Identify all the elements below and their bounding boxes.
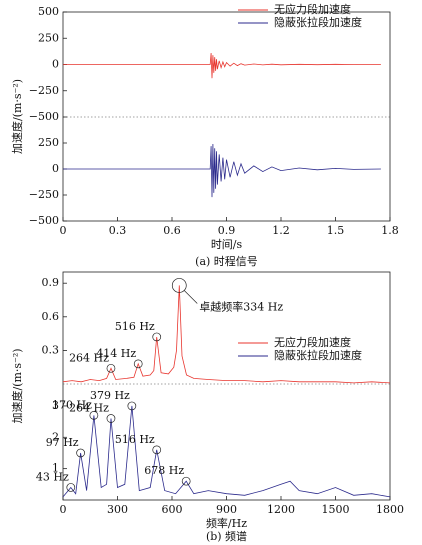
- series-line: [62, 405, 391, 498]
- peak-marker: [106, 363, 116, 373]
- x-tick-label: 900: [216, 503, 237, 516]
- x-tick-label: 1.2: [272, 224, 290, 237]
- x-tick-label: 0.9: [218, 224, 236, 237]
- y-tick-label: 250: [38, 31, 59, 44]
- x-axis-label: 频率/Hz: [206, 516, 247, 530]
- annotation: 170 Hz: [52, 398, 92, 411]
- series-line: [63, 52, 381, 79]
- caption: (a) 时程信号: [195, 255, 258, 268]
- annotation-arrow: [184, 290, 198, 304]
- peak-marker: [76, 448, 85, 458]
- annotation: 678 Hz: [144, 464, 184, 477]
- x-axis-label: 时间/s: [211, 238, 243, 251]
- y-tick-label: 0: [52, 162, 59, 175]
- annotation: 516 Hz: [115, 320, 155, 333]
- y-tick-label: 0: [52, 58, 59, 71]
- caption: (b) 频谱: [206, 529, 247, 543]
- y-tick-label: 250: [38, 136, 59, 149]
- annotation: 264 Hz: [69, 351, 109, 364]
- series-line: [62, 285, 391, 384]
- x-tick-label: 1500: [322, 503, 350, 516]
- y-tick-label: −500: [29, 214, 59, 227]
- annotation: 43 Hz: [36, 470, 69, 483]
- x-tick-label: 1200: [267, 503, 295, 516]
- peak-marker: [152, 332, 162, 342]
- y-tick-label: −500: [29, 110, 59, 123]
- annotation: 516 Hz: [115, 433, 155, 446]
- x-tick-label: 300: [107, 503, 128, 516]
- y-axis-label: 加速度/(m·s⁻²): [10, 348, 24, 423]
- x-tick-label: 0.3: [109, 224, 127, 237]
- plot-frame: [62, 11, 391, 222]
- peak-marker: [89, 411, 99, 420]
- y-tick-label: 1: [52, 462, 59, 475]
- legend-label: 隐蔽张拉段加速度: [274, 348, 362, 362]
- y-tick-label: 2: [52, 430, 59, 443]
- legend-label: 无应力段加速度: [274, 335, 351, 349]
- x-tick-label: 0.6: [163, 224, 181, 237]
- y-tick-label: 500: [38, 5, 59, 18]
- peak-marker: [133, 359, 143, 369]
- x-tick-label: 1.5: [327, 224, 345, 237]
- y-tick-label: 0.9: [42, 276, 60, 289]
- x-tick-label: 0: [60, 224, 67, 237]
- annotation: 414 Hz: [96, 347, 136, 360]
- peak-marker: [171, 278, 187, 293]
- x-tick-label: 0: [60, 503, 67, 516]
- x-tick-label: 1800: [376, 503, 404, 516]
- legend-label: 无应力段加速度: [274, 2, 351, 16]
- annotation: 379 Hz: [90, 389, 130, 402]
- annotation: 卓越频率334 Hz: [199, 299, 283, 313]
- y-tick-label: −250: [29, 84, 59, 97]
- x-tick-label: 1.8: [381, 224, 399, 237]
- annotation: 264 Hz: [69, 401, 109, 414]
- peak-marker: [66, 483, 76, 492]
- peak-marker: [152, 445, 162, 455]
- peak-marker: [181, 476, 191, 486]
- legend-label: 隐蔽张拉段加速度: [274, 15, 362, 29]
- series-line: [63, 143, 381, 198]
- y-tick-label: 0.3: [42, 343, 60, 356]
- peak-marker: [127, 401, 137, 411]
- y-tick-label: 3: [52, 399, 59, 412]
- annotation: 97 Hz: [46, 436, 79, 449]
- y-tick-label: 0.6: [42, 310, 60, 323]
- x-tick-label: 600: [162, 503, 183, 516]
- peak-marker: [106, 414, 116, 423]
- y-tick-label: −250: [29, 188, 59, 201]
- y-axis-label: 加速度/(m·s⁻²): [10, 79, 24, 154]
